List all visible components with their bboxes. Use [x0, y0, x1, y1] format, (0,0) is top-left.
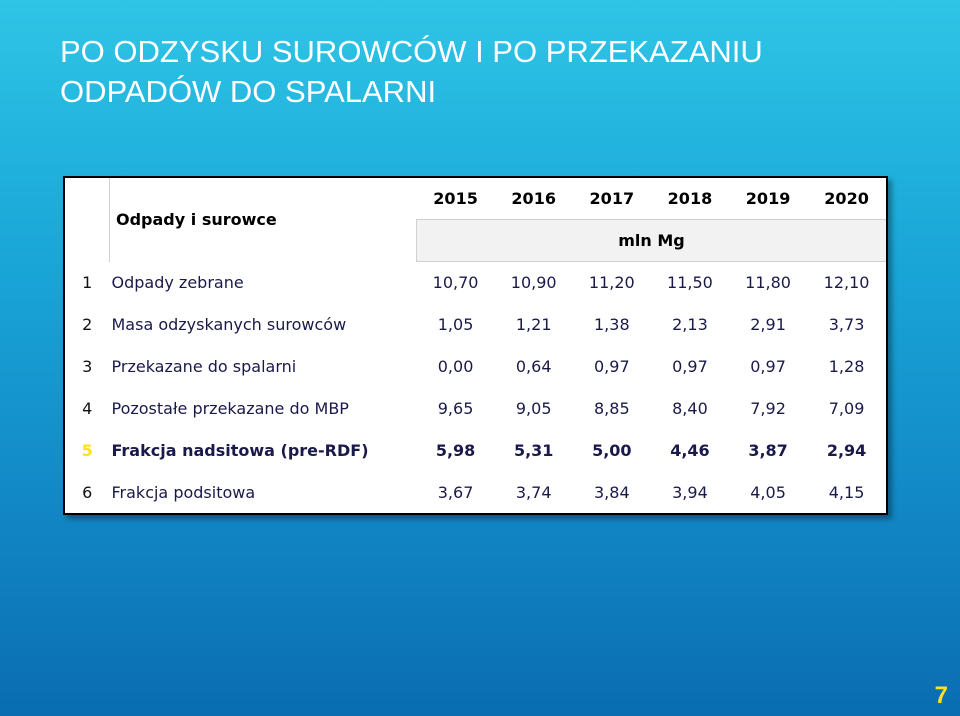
row-value: 0,00 [416, 345, 495, 388]
row-value: 11,80 [729, 261, 808, 304]
row-number: 1 [64, 261, 110, 304]
row-value: 0,97 [729, 345, 808, 388]
table-row-highlighted: 5 Frakcja nadsitowa (pre-RDF) 5,98 5,31 … [64, 429, 887, 472]
header-year: 2015 [416, 177, 495, 220]
row-value: 3,73 [807, 303, 887, 346]
row-value: 0,64 [494, 345, 573, 388]
row-value: 9,05 [494, 387, 573, 430]
row-value: 10,90 [494, 261, 573, 304]
row-value: 0,97 [572, 345, 651, 388]
row-number: 4 [64, 387, 110, 430]
row-value: 2,94 [807, 429, 887, 472]
row-value: 9,65 [416, 387, 495, 430]
table-header-years: Odpady i surowce 2015 2016 2017 2018 201… [64, 177, 887, 262]
row-value: 8,85 [572, 387, 651, 430]
row-label: Frakcja podsitowa [109, 471, 417, 515]
row-value: 3,94 [650, 471, 729, 515]
row-value: 5,31 [494, 429, 573, 472]
row-number: 2 [64, 303, 110, 346]
header-corner [64, 177, 110, 262]
row-label: Odpady zebrane [109, 261, 417, 304]
row-value: 10,70 [416, 261, 495, 304]
row-value: 7,09 [807, 387, 887, 430]
page-number: 7 [934, 682, 948, 709]
row-number: 6 [64, 471, 110, 515]
row-value: 5,00 [572, 429, 651, 472]
row-value: 1,21 [494, 303, 573, 346]
table-header-unit: mln Mg [64, 219, 888, 262]
row-value: 4,05 [729, 471, 808, 515]
row-value: 8,40 [650, 387, 729, 430]
row-value: 7,92 [729, 387, 808, 430]
row-value: 1,28 [807, 345, 887, 388]
row-label: Przekazane do spalarni [109, 345, 417, 388]
table-row: 1 Odpady zebrane 10,70 10,90 11,20 11,50… [64, 261, 887, 304]
row-value: 3,84 [572, 471, 651, 515]
row-value: 12,10 [807, 261, 887, 304]
row-value: 4,46 [650, 429, 729, 472]
row-value: 5,98 [416, 429, 495, 472]
row-label: Masa odzyskanych surowców [109, 303, 417, 346]
header-label: Odpady i surowce [109, 177, 417, 262]
row-value: 4,15 [807, 471, 887, 515]
row-value: 3,67 [416, 471, 495, 515]
table-row: 4 Pozostałe przekazane do MBP 9,65 9,05 … [64, 387, 887, 430]
slide-title-line-2: ODPADÓW DO SPALARNI [60, 74, 437, 109]
row-value: 1,05 [416, 303, 495, 346]
waste-data-table: Odpady i surowce 2015 2016 2017 2018 201… [63, 176, 888, 515]
unit-label: mln Mg [416, 219, 888, 262]
row-number: 5 [64, 429, 110, 472]
row-value: 2,13 [650, 303, 729, 346]
row-number: 3 [64, 345, 110, 388]
slide-title: PO ODZYSKU SUROWCÓW I PO PRZEKAZANIU ODP… [60, 32, 880, 112]
slide-title-line-1: PO ODZYSKU SUROWCÓW I PO PRZEKAZANIU [60, 34, 763, 69]
header-year: 2016 [494, 177, 573, 220]
row-value: 11,50 [650, 261, 729, 304]
header-year: 2020 [807, 177, 887, 220]
header-year: 2019 [729, 177, 808, 220]
row-value: 3,74 [494, 471, 573, 515]
row-value: 3,87 [729, 429, 808, 472]
row-value: 1,38 [572, 303, 651, 346]
table-row: 2 Masa odzyskanych surowców 1,05 1,21 1,… [64, 303, 887, 346]
row-value: 11,20 [572, 261, 651, 304]
header-year: 2017 [572, 177, 651, 220]
table-row: 6 Frakcja podsitowa 3,67 3,74 3,84 3,94 … [64, 471, 887, 515]
header-year: 2018 [650, 177, 729, 220]
table-row: 3 Przekazane do spalarni 0,00 0,64 0,97 … [64, 345, 887, 388]
row-value: 2,91 [729, 303, 808, 346]
row-label: Frakcja nadsitowa (pre-RDF) [109, 429, 417, 472]
row-value: 0,97 [650, 345, 729, 388]
row-label: Pozostałe przekazane do MBP [109, 387, 417, 430]
